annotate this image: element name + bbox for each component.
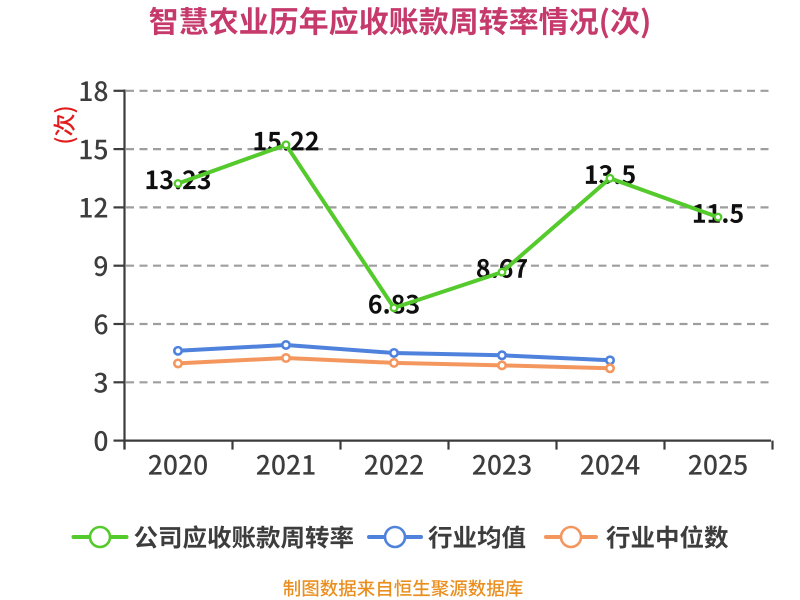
y-tick-labels	[80, 81, 108, 452]
legend-marker-1	[383, 525, 407, 549]
x-tick-label-2021	[256, 454, 315, 476]
series-1-marker-2	[388, 347, 399, 358]
series-2	[173, 353, 615, 374]
footer-source-text	[283, 579, 523, 597]
chart-title	[149, 6, 649, 39]
value-label-11.5	[693, 204, 743, 224]
series-1	[173, 339, 615, 366]
y-axis-unit-label	[53, 107, 78, 143]
x-tick-labels	[148, 454, 747, 476]
series-0	[173, 140, 723, 313]
series-2-marker-1	[280, 353, 291, 364]
series-lines	[173, 140, 723, 374]
legend-marker-2	[559, 525, 583, 549]
series-2-marker-3	[496, 360, 507, 371]
y-tick-label-12	[80, 197, 108, 218]
legend-item-1	[367, 525, 526, 549]
axes	[113, 89, 774, 450]
y-tick-label-3	[94, 372, 108, 393]
series-2-marker-0	[173, 358, 184, 369]
series-0-marker-4	[605, 173, 615, 183]
x-tick-label-2023	[472, 454, 531, 476]
value-labels	[146, 131, 743, 314]
series-0-marker-2	[389, 303, 399, 313]
legend-marker-0	[88, 525, 112, 549]
series-1-marker-0	[173, 345, 184, 356]
legend-item-2	[544, 525, 729, 549]
legend-label-0	[134, 525, 353, 549]
y-tick-label-0	[94, 430, 108, 452]
x-tick-label-2020	[148, 454, 207, 476]
series-0-marker-5	[713, 212, 723, 222]
y-tick-label-18	[80, 81, 108, 102]
footer-source-note	[283, 579, 523, 597]
x-tick-label-2025	[688, 454, 747, 476]
series-1-marker-4	[604, 355, 615, 366]
series-2-marker-4	[604, 363, 615, 374]
series-0-marker-3	[497, 267, 507, 277]
legend-item-0	[71, 525, 353, 549]
y-tick-label-6	[94, 314, 108, 335]
series-2-marker-2	[388, 357, 399, 368]
y-axis-unit-text	[53, 107, 78, 143]
series-1-marker-1	[280, 339, 291, 350]
gridlines	[126, 89, 771, 384]
legend	[71, 525, 729, 549]
legend-label-2	[606, 525, 729, 549]
series-0-marker-1	[281, 140, 291, 150]
x-tick-label-2024	[580, 454, 640, 476]
series-line-0	[176, 142, 720, 310]
y-tick-label-9	[94, 255, 108, 277]
y-tick-label-15	[80, 139, 108, 160]
x-tick-label-2022	[364, 454, 423, 476]
series-0-marker-0	[173, 179, 183, 188]
legend-label-1	[428, 525, 526, 549]
series-1-marker-3	[496, 350, 507, 361]
chart-title-text	[149, 6, 649, 39]
